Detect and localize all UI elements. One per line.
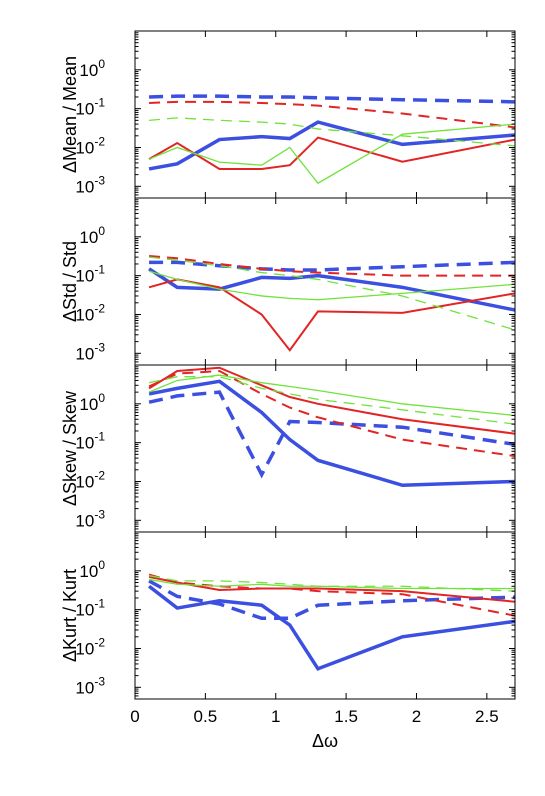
series-line-3 <box>149 100 515 129</box>
y-tick-label: 10-3 <box>75 674 105 697</box>
y-tick-label: 10-2 <box>75 134 105 157</box>
y-tick-label: 10-2 <box>75 635 105 658</box>
panel-4: 100 10-1 10-2 10-3 ΔKurt / Kurt <box>60 531 516 700</box>
series-line-1 <box>149 260 515 272</box>
y-tick-label: 10-1 <box>75 597 105 620</box>
y-tick-label: 100 <box>79 391 105 414</box>
series-line-5 <box>148 575 515 592</box>
y-tick-label: 10-3 <box>75 507 105 530</box>
y-tick-label: 10-3 <box>75 173 105 196</box>
series-line-1 <box>148 390 515 479</box>
x-tick-label: 0.5 <box>194 707 218 726</box>
series-line-5 <box>149 117 515 147</box>
series-line-2 <box>148 120 515 171</box>
series-line-1 <box>149 94 515 104</box>
panel-series <box>148 255 515 352</box>
x-tick-label: 2 <box>412 707 421 726</box>
panel-series <box>148 94 515 185</box>
series-line-4 <box>148 575 515 603</box>
y-tick-label: 10-1 <box>75 96 105 119</box>
y-tick-label: 10-1 <box>75 430 105 453</box>
y-tick-label: 100 <box>79 558 105 581</box>
series-line-6 <box>148 123 515 185</box>
x-axis-label: Δω <box>312 731 338 751</box>
series-line-6 <box>148 374 515 417</box>
series-line-2 <box>147 584 515 671</box>
y-tick-label: 10-2 <box>75 468 105 491</box>
series-line-5 <box>148 376 515 425</box>
axes-box <box>134 531 516 700</box>
series-line-3 <box>148 369 515 458</box>
series-line-3 <box>148 255 515 277</box>
y-axis-label: ΔKurt / Kurt <box>60 569 80 662</box>
series-line-5 <box>148 256 515 331</box>
x-tick-label: 1 <box>271 707 280 726</box>
series-line-6 <box>148 270 515 301</box>
panel-series <box>148 366 515 488</box>
y-tick-label: 100 <box>79 224 105 247</box>
y-tick-label: 10-1 <box>75 263 105 286</box>
panel-series <box>147 573 515 671</box>
series-line-2 <box>148 267 515 312</box>
x-tick-label: 0 <box>130 707 139 726</box>
y-axis-label: ΔSkew / Skew <box>60 390 80 506</box>
axes-box <box>134 30 516 199</box>
y-axis-label: ΔMean / Mean <box>60 56 80 173</box>
series-line-4 <box>148 136 515 170</box>
series-line-1 <box>148 579 515 621</box>
x-tick-label: 1.5 <box>334 707 358 726</box>
series-line-6 <box>148 578 515 590</box>
y-tick-label: 10-2 <box>75 301 105 324</box>
y-tick-label: 10-3 <box>75 340 105 363</box>
y-tick-label: 100 <box>79 57 105 80</box>
x-tick-label: 2.5 <box>475 707 499 726</box>
panel-2: 100 10-1 10-2 10-3 ΔStd / Std <box>60 197 516 366</box>
series-line-2 <box>148 379 515 488</box>
y-axis-label: ΔStd / Std <box>60 241 80 322</box>
